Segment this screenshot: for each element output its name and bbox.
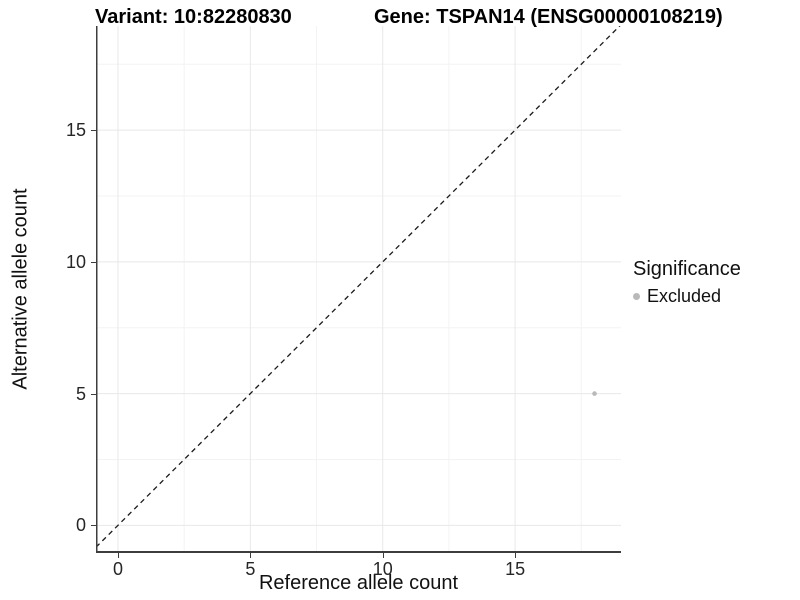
x-tick-mark bbox=[250, 553, 252, 558]
legend: Significance Excluded bbox=[633, 258, 741, 307]
x-tick-mark bbox=[117, 553, 119, 558]
x-tick-label: 0 bbox=[112, 559, 123, 579]
x-tick-mark bbox=[515, 553, 517, 558]
y-tick-mark bbox=[91, 393, 96, 395]
x-tick-label: 5 bbox=[245, 559, 256, 579]
y-tick-label: 15 bbox=[65, 120, 86, 141]
x-tick-label: 15 bbox=[505, 559, 526, 579]
data-point bbox=[592, 391, 597, 396]
plot-canvas bbox=[96, 26, 621, 553]
x-axis-title: Reference allele count bbox=[258, 572, 458, 594]
x-tick-mark bbox=[382, 553, 384, 558]
gene-title: Gene: TSPAN14 (ENSG00000108219) bbox=[374, 6, 723, 28]
x-tick-label: 10 bbox=[372, 559, 393, 579]
y-tick-label: 10 bbox=[65, 251, 86, 272]
y-tick-mark bbox=[91, 130, 96, 132]
y-tick-mark bbox=[91, 261, 96, 263]
identity-line bbox=[96, 26, 621, 549]
y-tick-mark bbox=[91, 525, 96, 527]
y-tick-label: 0 bbox=[75, 515, 86, 536]
legend-key-dot bbox=[633, 293, 640, 300]
plot-panel bbox=[96, 26, 621, 553]
y-tick-label: 5 bbox=[75, 383, 86, 404]
variant-title: Variant: 10:82280830 bbox=[95, 6, 292, 28]
y-axis-title: Alternative allele count bbox=[9, 188, 32, 390]
legend-title: Significance bbox=[633, 258, 741, 280]
legend-item-label: Excluded bbox=[647, 286, 722, 306]
legend-item-excluded: Excluded bbox=[633, 286, 741, 307]
